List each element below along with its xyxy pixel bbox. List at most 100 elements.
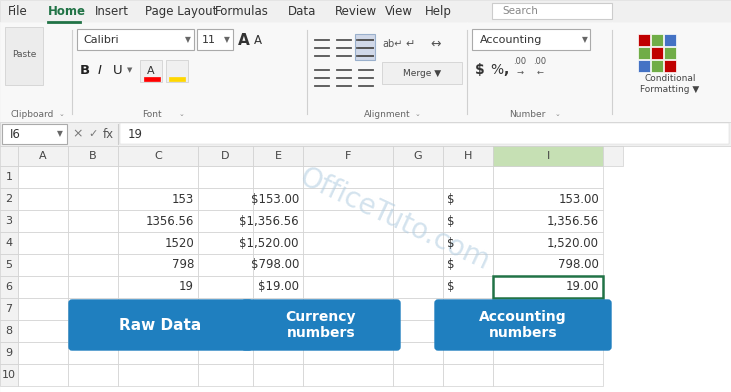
Text: ✓: ✓ [88,129,98,139]
Text: 19: 19 [128,127,143,140]
Bar [443,298,493,320]
Bar [393,254,443,276]
Text: 7: 7 [5,304,12,314]
Text: E: E [275,151,281,161]
Text: File: File [8,4,28,18]
Bar [303,232,393,254]
Text: 1356.56: 1356.56 [145,214,194,227]
Bar [303,342,393,364]
Bar [118,298,198,320]
Text: ⌄: ⌄ [179,111,185,117]
Bar [664,34,676,46]
Text: ↵: ↵ [405,39,414,49]
Bar [5,27,43,85]
Bar [198,320,253,342]
Bar [493,298,603,320]
Text: 1520: 1520 [164,236,194,249]
Bar [72,22,307,122]
Text: Raw Data: Raw Data [119,318,202,332]
Bar [0,276,18,298]
Text: 19.00: 19.00 [566,281,599,294]
Text: B: B [80,64,90,76]
Bar [443,146,493,166]
Text: 11: 11 [202,35,216,45]
Text: $798.00: $798.00 [251,258,299,272]
Bar [198,166,253,188]
Text: A: A [254,33,262,47]
Text: $1,356.56: $1,356.56 [239,214,299,227]
Text: 153: 153 [172,192,194,205]
Bar [118,166,198,188]
Bar [144,77,160,81]
Text: .00
←: .00 ← [534,57,547,77]
Bar [198,342,253,364]
Bar [443,210,493,232]
Bar [18,276,68,298]
Text: 1: 1 [6,172,12,182]
Bar [0,364,18,386]
Text: Home: Home [48,4,86,18]
Text: ,: , [503,63,508,77]
Bar [118,146,198,166]
Text: Calibri: Calibri [83,35,118,45]
Text: 1,520.00: 1,520.00 [547,236,599,249]
Bar [68,166,118,188]
Bar [118,210,198,232]
Bar [303,254,393,276]
Text: fx: fx [102,127,113,140]
Bar [492,3,612,19]
Bar [18,342,68,364]
Bar [393,298,443,320]
Bar [664,60,676,72]
Bar [443,188,493,210]
Text: ▼: ▼ [582,36,588,45]
Bar [118,188,198,210]
Text: I: I [98,64,102,76]
Text: $: $ [447,281,455,294]
Text: Data: Data [288,4,317,18]
Bar [0,298,18,320]
Bar [18,364,68,386]
Bar [198,254,253,276]
Bar [118,320,198,342]
Text: Page Layout: Page Layout [145,4,217,18]
Bar [77,29,194,50]
Bar [197,29,233,50]
Text: Conditional
Formatting ▼: Conditional Formatting ▼ [640,74,700,94]
Bar [253,254,303,276]
Text: 10: 10 [2,370,16,380]
Text: A: A [147,66,155,76]
Bar [0,188,18,210]
Bar [603,146,623,166]
FancyBboxPatch shape [242,300,400,350]
Text: Search: Search [502,6,538,16]
Bar [0,342,18,364]
Text: Alignment: Alignment [364,109,410,118]
Bar [68,232,118,254]
Bar [198,276,253,298]
Bar [0,210,18,232]
Bar [68,320,118,342]
Bar [0,166,18,188]
Bar [443,166,493,188]
Bar [443,254,493,276]
Text: D: D [221,151,230,161]
Bar [18,232,68,254]
Text: %: % [490,63,503,77]
Text: Clipboard: Clipboard [10,109,53,118]
Text: Paste: Paste [12,49,37,58]
Text: B: B [89,151,96,161]
Bar [68,364,118,386]
Bar [0,22,72,122]
Bar [443,342,493,364]
Bar [198,364,253,386]
Bar [443,320,493,342]
Bar [638,47,650,59]
Bar [68,254,118,276]
Bar [68,298,118,320]
Bar [0,0,731,22]
Bar [493,210,603,232]
Bar [355,34,375,60]
Bar [303,188,393,210]
Bar [2,124,67,144]
